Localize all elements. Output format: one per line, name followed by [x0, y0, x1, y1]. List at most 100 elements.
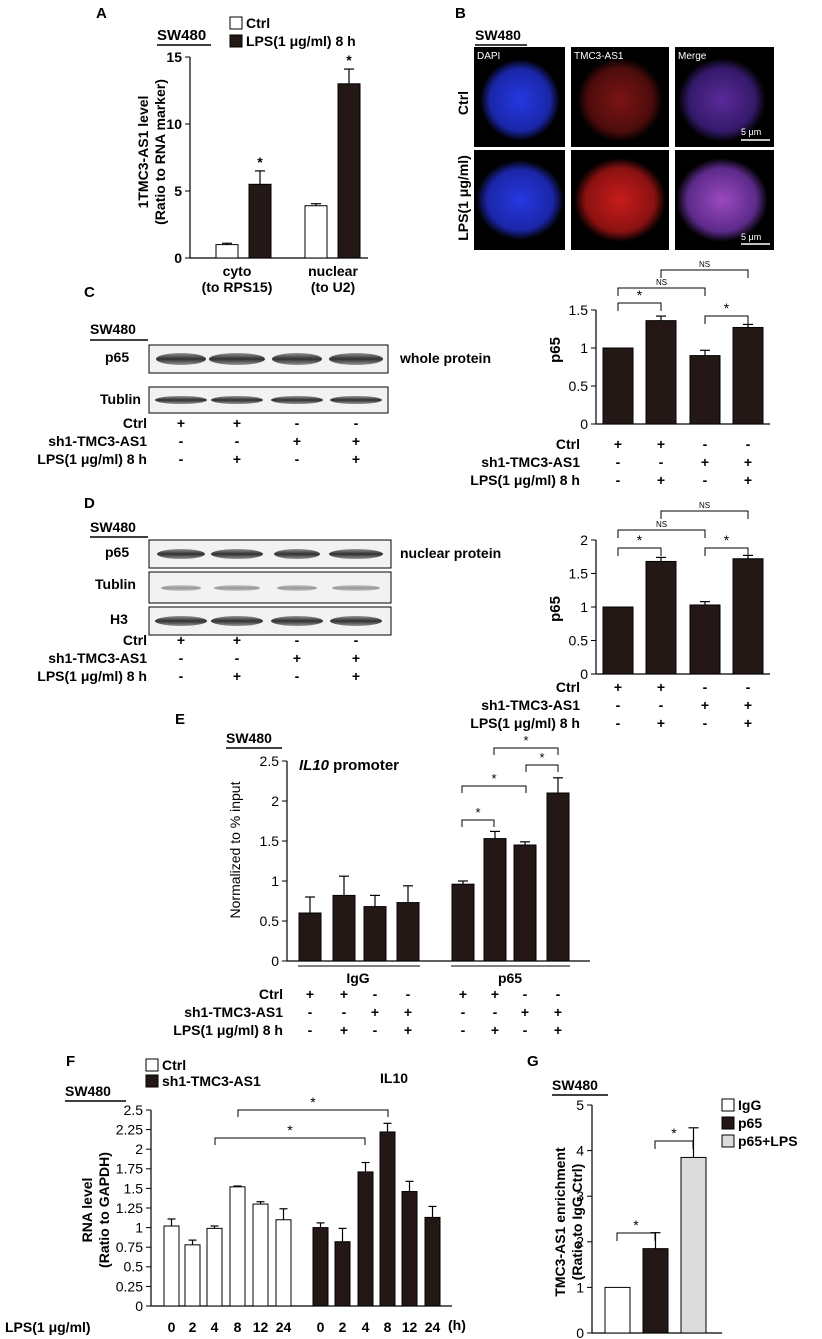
significance-label: * [287, 1122, 293, 1138]
chart-title-italic: IL10 [299, 757, 330, 774]
legend-label-p65-lps: p65+LPS [738, 1133, 798, 1149]
y-tick-label: 0 [580, 416, 588, 432]
condition-sign: + [744, 454, 752, 470]
significance-bracket [617, 529, 706, 538]
blot-band [211, 549, 263, 559]
cell-line-label: SW480 [65, 1083, 111, 1099]
bar-lps [248, 183, 272, 259]
condition-sign: + [614, 679, 622, 695]
condition-sign: - [461, 1004, 466, 1020]
bar [732, 558, 764, 675]
condition-sign: + [701, 697, 709, 713]
y-tick-label: 0 [135, 1298, 143, 1314]
significance-label: * [346, 52, 352, 68]
y-tick-label: 0.5 [569, 632, 589, 648]
bar [546, 792, 570, 962]
y-tick-label: 0 [576, 1325, 584, 1339]
legend-label-sh1: sh1-TMC3-AS1 [162, 1073, 261, 1089]
condition-sign: - [354, 632, 359, 648]
condition-sign: - [703, 679, 708, 695]
condition-sign: - [616, 715, 621, 731]
cell-line-label: SW480 [90, 519, 136, 535]
condition-sign: + [233, 632, 241, 648]
significance-label: * [491, 771, 496, 786]
significance-label: * [257, 154, 263, 170]
panel-d: D SW480 p65 Tublin H3 nuclear protein Ct… [37, 495, 770, 731]
significance-bracket [525, 764, 559, 772]
blot-band [211, 616, 263, 626]
condition-sign: + [657, 436, 665, 452]
y-axis-title: p65 [547, 337, 564, 363]
y-tick-label: 5 [576, 1097, 584, 1113]
x-tick-label: 4 [362, 1319, 370, 1335]
nucleus-tmc3-lps [574, 158, 666, 242]
column-label-tmc3: TMC3-AS1 [574, 51, 624, 62]
bar-lps [337, 83, 361, 259]
condition-sign: - [616, 454, 621, 470]
y-tick-label: 0 [174, 250, 182, 266]
condition-sign: - [616, 472, 621, 488]
significance-bracket [617, 547, 662, 556]
bar [396, 902, 420, 962]
significance-label: * [310, 1094, 316, 1110]
x-tick-label: 12 [402, 1319, 418, 1335]
condition-label: sh1-TMC3-AS1 [48, 650, 147, 666]
y-tick-label: 0.5 [260, 913, 280, 929]
significance-bracket [461, 819, 495, 827]
svg-text:TMC3-AS1 enrichment: TMC3-AS1 enrichment [552, 1147, 568, 1297]
y-tick-label: 2.5 [124, 1102, 144, 1118]
bar-sh1 [401, 1191, 418, 1307]
condition-sign: - [295, 668, 300, 684]
panel-letter: D [84, 495, 95, 512]
bar [602, 347, 634, 425]
condition-sign: - [703, 436, 708, 452]
condition-sign: + [657, 679, 665, 695]
cell-line-label: SW480 [157, 27, 206, 44]
x-group-label-1: cyto [223, 263, 252, 279]
blot-band [277, 585, 317, 591]
condition-sign: + [404, 1022, 412, 1038]
x-group-label-1b: (to RPS15) [202, 279, 273, 295]
bar-sh1 [424, 1216, 441, 1307]
bar [642, 1248, 669, 1334]
condition-sign: + [293, 433, 301, 449]
x-tick-label: 24 [276, 1319, 292, 1335]
blot-band [274, 549, 320, 559]
condition-label: LPS(1 μg/ml) 8 h [37, 451, 147, 467]
condition-sign: - [235, 650, 240, 666]
condition-sign: + [491, 986, 499, 1002]
condition-sign: - [179, 650, 184, 666]
y-tick-label: 2 [271, 793, 279, 809]
significance-bracket [704, 315, 749, 324]
y-tick-label: 1.5 [124, 1180, 144, 1196]
blot-band [329, 549, 383, 559]
y-axis-title: 1TMC3-AS1 level (Ratio to RNA marker) [135, 79, 168, 225]
blot-label-tublin: Tublin [95, 576, 136, 592]
unit-label: (h) [448, 1317, 466, 1333]
condition-sign: - [342, 1004, 347, 1020]
significance-label: NS [699, 501, 710, 510]
y-tick-label: 0.25 [116, 1278, 143, 1294]
x-tick-label: 0 [317, 1319, 325, 1335]
bar-ctrl [206, 1227, 223, 1307]
condition-sign: - [556, 986, 561, 1002]
bar-ctrl [229, 1186, 246, 1307]
column-label-dapi: DAPI [477, 51, 500, 62]
bar [732, 326, 764, 425]
row-label-ctrl: Ctrl [455, 91, 471, 115]
significance-label: * [475, 805, 480, 820]
condition-sign: - [308, 1022, 313, 1038]
legend-swatch-p65-lps [721, 1134, 735, 1148]
legend-swatch-igg [721, 1098, 735, 1112]
panel-letter: B [455, 5, 466, 22]
svg-text:(Ratio to IgG Ctrl): (Ratio to IgG Ctrl) [569, 1164, 585, 1281]
x-tick-label: 24 [425, 1319, 441, 1335]
significance-bracket [237, 1109, 389, 1117]
y-tick-label: 0.75 [116, 1239, 143, 1255]
condition-sign: + [371, 1004, 379, 1020]
condition-label: Ctrl [556, 679, 580, 695]
svg-text:1TMC3-AS1 level: 1TMC3-AS1 level [135, 96, 151, 209]
y-axis-title: TMC3-AS1 enrichment (Ratio to IgG Ctrl) [552, 1147, 585, 1297]
y-tick-label: 0.5 [569, 378, 589, 394]
